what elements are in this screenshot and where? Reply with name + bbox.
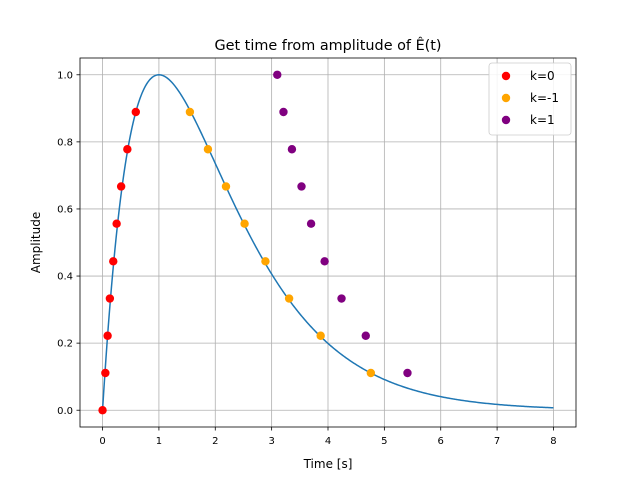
x-tick-label: 6 bbox=[438, 436, 444, 447]
x-tick-label: 5 bbox=[381, 436, 387, 447]
scatter-point bbox=[316, 331, 325, 340]
scatter-point bbox=[98, 406, 107, 415]
scatter-point bbox=[221, 182, 231, 191]
scatter-point bbox=[337, 294, 346, 303]
x-tick-label: 1 bbox=[156, 436, 162, 447]
points-layer bbox=[98, 70, 412, 415]
legend-marker bbox=[501, 71, 511, 81]
x-tick-label: 4 bbox=[325, 436, 331, 447]
scatter-point bbox=[403, 368, 412, 378]
y-axis-label: Amplitude bbox=[29, 212, 43, 274]
legend-marker bbox=[501, 115, 511, 125]
legend-label: k=1 bbox=[530, 113, 555, 127]
y-tick-label: 0.4 bbox=[57, 272, 73, 283]
scatter-point bbox=[261, 257, 270, 266]
scatter-point bbox=[297, 182, 306, 191]
scatter-point bbox=[284, 294, 294, 303]
y-axis-ticks: 0.0 0.2 0.4 0.6 0.8 1.0 bbox=[57, 70, 80, 417]
y-tick-label: 0.6 bbox=[57, 205, 73, 216]
x-axis-ticks: 0 1 2 3 4 5 6 7 8 bbox=[99, 427, 557, 447]
scatter-point bbox=[109, 257, 118, 266]
scatter-point bbox=[101, 368, 110, 378]
x-tick-label: 0 bbox=[99, 436, 105, 447]
scatter-point bbox=[273, 70, 282, 79]
scatter-point bbox=[103, 331, 112, 340]
scatter-point bbox=[366, 368, 376, 378]
y-tick-label: 0.0 bbox=[57, 406, 73, 417]
x-axis-label: Time [s] bbox=[303, 457, 353, 471]
legend-label: k=-1 bbox=[530, 91, 559, 105]
scatter-point bbox=[320, 257, 329, 266]
x-tick-label: 7 bbox=[494, 436, 500, 447]
x-tick-label: 2 bbox=[212, 436, 218, 447]
y-tick-label: 1.0 bbox=[57, 70, 73, 81]
curve-layer bbox=[101, 74, 554, 411]
y-tick-label: 0.2 bbox=[57, 339, 73, 350]
x-tick-label: 3 bbox=[268, 436, 274, 447]
scatter-point bbox=[361, 331, 370, 340]
scatter-point bbox=[112, 219, 121, 228]
legend-label: k=0 bbox=[530, 69, 555, 83]
legend-box bbox=[488, 62, 572, 136]
amplitude-curve bbox=[101, 74, 554, 411]
scatter-point bbox=[185, 107, 195, 117]
scatter-point bbox=[279, 107, 288, 117]
scatter-point bbox=[116, 182, 126, 191]
x-tick-label: 8 bbox=[550, 436, 556, 447]
scatter-point bbox=[306, 219, 316, 228]
legend: k=0 k=-1 k=1 bbox=[488, 62, 572, 136]
scatter-point bbox=[287, 145, 297, 154]
scatter-point bbox=[105, 294, 115, 303]
scatter-point bbox=[203, 145, 213, 154]
chart-title: Get time from amplitude of Ê(t) bbox=[214, 36, 441, 54]
legend-marker bbox=[501, 93, 511, 103]
y-tick-label: 0.8 bbox=[57, 137, 73, 148]
scatter-point bbox=[131, 107, 140, 117]
scatter-point bbox=[123, 145, 132, 154]
scatter-point bbox=[240, 219, 249, 228]
